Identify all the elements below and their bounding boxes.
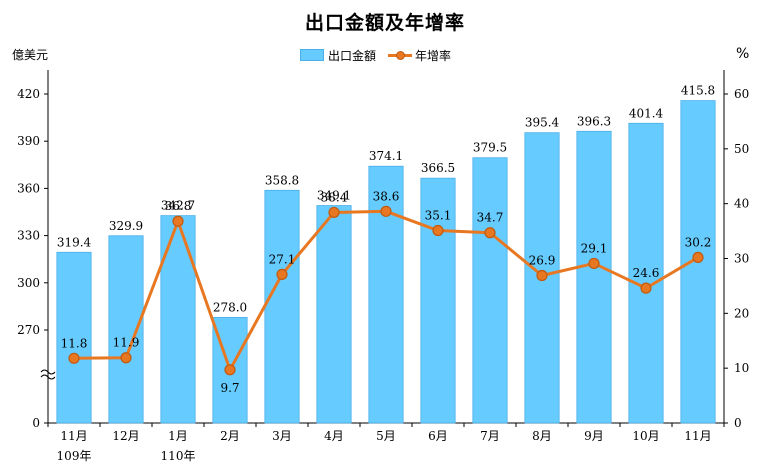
growth-value-label: 29.1 (581, 241, 608, 255)
legend-swatch-bar (300, 49, 324, 61)
x-tick-label: 3月 (272, 429, 292, 443)
axis-break-mark-2 (40, 374, 56, 380)
bar-value-label: 342.7 (161, 199, 195, 213)
growth-point (380, 205, 392, 217)
y-axis-right-label: % (736, 46, 750, 62)
growth-value-label: 38.4 (321, 190, 348, 204)
x-tick-label: 12月 (112, 429, 139, 443)
x-tick-label: 5月 (376, 429, 396, 443)
growth-point (536, 269, 548, 282)
growth-point (68, 352, 80, 364)
growth-point (276, 268, 288, 281)
growth-point (640, 282, 652, 294)
growth-point (120, 352, 132, 364)
axis-break-mark-1 (40, 369, 56, 375)
bar-value-label: 366.5 (421, 161, 455, 175)
legend-label-bar: 出口金額 (328, 48, 377, 63)
x-tick-label: 4月 (324, 429, 344, 443)
y-right-tick-label: 20 (734, 306, 749, 320)
y-left-tick-label: 270 (17, 323, 40, 337)
y-left-tick-label: 360 (17, 181, 40, 195)
bar-value-label: 396.3 (577, 114, 611, 128)
y-right-tick-label: 10 (734, 361, 749, 375)
growth-point (692, 251, 704, 264)
x-tick-label: 7月 (480, 429, 500, 443)
growth-value-label: 30.2 (685, 235, 712, 249)
legend-label-line: 年增率 (415, 48, 452, 63)
growth-value-label: 34.7 (477, 211, 504, 225)
bar-value-label: 395.4 (525, 116, 560, 130)
bar-value-label: 319.4 (57, 235, 92, 249)
bar-value-label: 374.1 (369, 149, 403, 163)
bar-value-label: 401.4 (629, 106, 664, 120)
bar (472, 157, 508, 424)
growth-point (224, 364, 236, 376)
growth-point (172, 215, 184, 227)
legend: 出口金額 年增率 (300, 46, 451, 64)
bar-value-label: 379.5 (473, 141, 507, 155)
growth-point (484, 227, 496, 239)
y-left-tick-label: 330 (17, 229, 40, 243)
y-right-tick-label: 30 (734, 252, 749, 266)
x-tick-label: 1月 (168, 429, 188, 443)
y-axis-left-label: 億美元 (12, 48, 49, 62)
growth-value-label: 26.9 (529, 253, 556, 267)
bar-value-label: 278.0 (213, 300, 247, 314)
bar (576, 130, 612, 424)
y-left-tick-label: 0 (32, 416, 40, 430)
growth-point (328, 206, 340, 219)
growth-value-label: 38.6 (373, 189, 400, 203)
x-tick-label: 9月 (584, 429, 604, 443)
growth-value-label: 27.1 (269, 252, 296, 266)
chart-title: 出口金額及年增率 (304, 12, 465, 34)
bar-value-label: 349.1 (317, 189, 351, 203)
growth-value-label: 24.6 (633, 266, 660, 280)
y-left-tick-label: 300 (17, 276, 40, 290)
legend-swatch-line (388, 50, 413, 60)
y-right-tick-label: 60 (734, 87, 749, 101)
y-right-tick-label: 40 (734, 197, 749, 211)
x-tick-label: 11月 (60, 429, 87, 443)
bar (56, 251, 92, 424)
growth-point (432, 224, 444, 237)
y-right-tick-label: 50 (734, 142, 749, 156)
bar (160, 215, 196, 424)
bar (368, 165, 404, 424)
x-tick-label: 6月 (428, 429, 448, 443)
x-tick-label: 11月 (684, 429, 711, 443)
y-left-tick-label: 390 (17, 134, 40, 148)
bar (264, 189, 300, 424)
y-right-tick-label: 0 (734, 416, 742, 430)
bar-value-label: 329.9 (109, 219, 143, 233)
x-tick-sublabel: 109年 (57, 449, 92, 463)
growth-value-label: 35.1 (425, 209, 452, 223)
growth-value-label: 11.8 (61, 336, 88, 350)
x-tick-label: 8月 (532, 429, 552, 443)
bar (316, 205, 352, 424)
x-tick-sublabel: 110年 (161, 449, 196, 463)
bar (420, 177, 456, 424)
growth-value-label: 36.8 (165, 199, 192, 213)
bar-value-label: 358.8 (265, 173, 299, 187)
growth-value-label: 11.9 (113, 336, 140, 350)
x-tick-label: 10月 (632, 429, 659, 443)
bar (628, 122, 664, 424)
bar-value-label: 415.8 (681, 84, 715, 98)
x-tick-label: 2月 (220, 429, 240, 443)
growth-value-label: 9.7 (220, 381, 239, 395)
growth-point (588, 257, 600, 270)
y-left-tick-label: 420 (17, 87, 40, 101)
